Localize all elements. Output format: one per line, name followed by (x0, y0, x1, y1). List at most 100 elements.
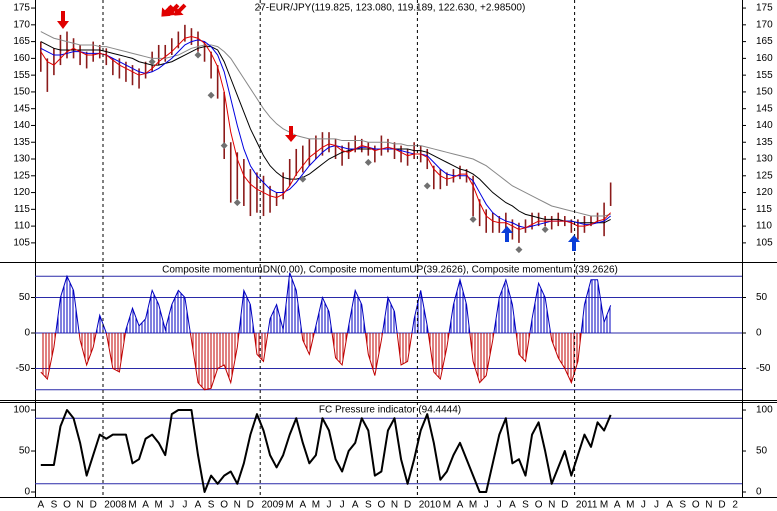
x-tick-label: N (76, 500, 83, 511)
y-tick-label: 150 (13, 87, 30, 98)
x-tick-label: N (705, 500, 712, 511)
sell-arrow (285, 126, 297, 142)
moving-average (40, 31, 611, 217)
y-tick-label: 155 (13, 70, 30, 81)
x-tick-label: M (155, 500, 163, 511)
y-tick-label-right: 115 (756, 204, 772, 215)
pressure-line (40, 409, 612, 493)
y-tick-label-right: 160 (756, 53, 773, 64)
x-tick-label: M (626, 500, 634, 511)
signal-diamond (541, 225, 549, 233)
x-tick-label: S (365, 500, 372, 511)
x-tick-label: A (666, 500, 673, 511)
x-tick-label: J (340, 500, 345, 511)
y-tick-label: 110 (14, 221, 30, 232)
y-tick-label: 135 (13, 137, 30, 148)
y-tick-label: 160 (13, 53, 30, 64)
signal-diamond (515, 246, 523, 254)
signal-diamond (364, 158, 372, 166)
x-tick-label: J (641, 500, 646, 511)
y-tick-label: 140 (13, 120, 30, 131)
y-tick-label: 50 (19, 292, 31, 303)
signal-diamond (148, 58, 156, 66)
y-tick-label: 125 (13, 170, 30, 181)
x-tick-label: S (522, 500, 529, 511)
x-tick-label: 2 (732, 500, 738, 511)
panel-title: Composite momentumDN(0.00), Composite mo… (162, 265, 618, 276)
y-tick-label: 170 (13, 19, 30, 30)
moving-average (40, 41, 611, 224)
momentum-line-up (55, 272, 612, 333)
y-tick-label-right: 50 (756, 446, 768, 457)
x-tick-label: D (404, 500, 411, 511)
signal-diamond (423, 182, 431, 190)
buy-arrow (568, 235, 580, 251)
moving-average (40, 36, 612, 230)
x-tick-label: A (142, 500, 149, 511)
x-tick-label: N (234, 500, 241, 511)
y-tick-label-right: 125 (756, 170, 773, 181)
y-tick-label-right: 170 (756, 19, 773, 30)
signal-arrows (57, 3, 580, 251)
plot-layer: 105 105 110 110 115 115 120 120 125 125 130 130 135 1… (13, 0, 773, 511)
y-tick-label: 50 (19, 446, 31, 457)
x-tick-label: A (457, 500, 464, 511)
x-tick-label: A (509, 500, 516, 511)
signal-diamond (233, 199, 241, 207)
x-tick-label: O (220, 500, 228, 511)
panel-title: FC Pressure indicator (94.4444) (319, 405, 461, 416)
y-tick-label: 175 (13, 3, 30, 14)
x-tick-label: M (469, 500, 477, 511)
y-tick-label-right: 145 (756, 103, 773, 114)
x-tick-label: O (692, 500, 700, 511)
x-tick-label: A (195, 500, 202, 511)
x-tick-label: N (548, 500, 555, 511)
y-tick-label-right: 165 (756, 36, 773, 47)
signal-diamond (220, 142, 228, 150)
y-tick-label-right: 50 (756, 292, 768, 303)
x-tick-label: 2009 (262, 500, 285, 511)
buy-arrow (501, 226, 513, 242)
y-tick-label: 145 (13, 103, 30, 114)
x-tick-label: 2008 (104, 500, 127, 511)
momentum-area-up (55, 272, 611, 333)
y-tick-label-right: 175 (756, 3, 773, 14)
x-tick-label: J (497, 500, 502, 511)
x-tick-label: O (378, 500, 386, 511)
x-tick-label: M (312, 500, 320, 511)
x-tick-label: D (247, 500, 254, 511)
y-tick-label: 115 (14, 204, 30, 215)
signal-diamond (469, 215, 477, 223)
x-tick-label: D (90, 500, 97, 511)
y-tick-label-right: 0 (756, 487, 762, 498)
y-tick-label-right: 140 (756, 120, 773, 131)
y-tick-label: 120 (13, 187, 30, 198)
y-tick-label: 0 (24, 328, 30, 339)
y-tick-label: 165 (13, 36, 30, 47)
frames (0, 0, 777, 498)
x-tick-label: A (299, 500, 306, 511)
momentum-area-down (40, 332, 611, 390)
x-tick-label: J (327, 500, 332, 511)
x-tick-label: M (443, 500, 451, 511)
y-tick-label: 100 (13, 405, 30, 416)
y-tick-label-right: 110 (756, 221, 772, 232)
y-tick-label-right: -50 (756, 363, 771, 374)
y-tick-label-right: 100 (756, 405, 773, 416)
x-tick-label: D (718, 500, 725, 511)
x-tick-label: 2011 (576, 500, 598, 511)
x-tick-label: S (208, 500, 215, 511)
y-tick-label-right: 105 (756, 238, 773, 249)
y-tick-label-right: 0 (756, 328, 762, 339)
y-tick-label: 105 (13, 238, 30, 249)
sell-arrow (167, 3, 180, 16)
y-tick-label-right: 155 (756, 70, 773, 81)
x-tick-label: S (51, 500, 58, 511)
x-tick-label: J (654, 500, 659, 511)
x-tick-label: J (182, 500, 187, 511)
y-tick-label: 130 (13, 154, 30, 165)
signal-diamond (299, 175, 307, 183)
x-tick-label: S (679, 500, 686, 511)
